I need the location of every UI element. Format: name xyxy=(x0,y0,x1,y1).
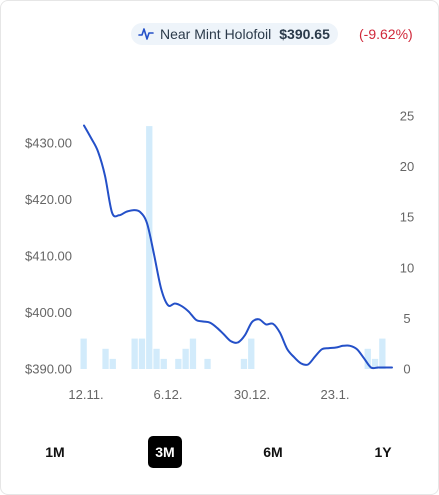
y-right-tick-label: 25 xyxy=(400,109,414,124)
volume-bar xyxy=(364,348,371,369)
range-1y-button[interactable]: 1Y xyxy=(374,444,392,460)
x-tick-label: 30.12. xyxy=(234,387,270,402)
y-left-tick-label: $400.00 xyxy=(25,305,72,320)
volume-bar xyxy=(371,358,379,369)
range-selector: 1M 3M 6M 1Y xyxy=(0,436,439,468)
x-tick-label: 12.11. xyxy=(68,387,103,402)
price-series-line xyxy=(83,124,393,370)
y-right-tick-label: 10 xyxy=(400,260,414,275)
current-price: $390.65 xyxy=(279,26,330,42)
volume-bar xyxy=(175,358,182,369)
volume-bar xyxy=(240,358,248,369)
x-axis: 12.11. 6.12. 30.12. 23.1. xyxy=(68,387,349,402)
range-6m-button[interactable]: 6M xyxy=(263,444,283,460)
volume-bar xyxy=(131,338,138,369)
right-axis: 25 20 15 10 5 0 xyxy=(400,109,414,377)
y-left-tick-label: $390.00 xyxy=(25,362,72,377)
series-legend[interactable]: Near Mint Holofoil $390.65 xyxy=(131,23,338,45)
left-axis: $430.00 $420.00 $410.00 $400.00 $390.00 xyxy=(25,136,72,377)
y-right-tick-label: 0 xyxy=(403,362,410,377)
volume-bar xyxy=(379,338,386,369)
price-line xyxy=(83,124,393,370)
volume-bar xyxy=(102,348,109,369)
price-chart: $430.00 $420.00 $410.00 $400.00 $390.00 25 20… xyxy=(25,109,414,403)
y-right-tick-label: 15 xyxy=(400,210,414,225)
range-1m-button[interactable]: 1M xyxy=(45,444,65,460)
y-left-tick-label: $420.00 xyxy=(25,192,72,207)
y-left-tick-label: $430.00 xyxy=(25,136,72,151)
volume-bar xyxy=(189,338,197,369)
volume-bar xyxy=(109,358,116,369)
volume-bar xyxy=(204,358,211,369)
volume-bar xyxy=(160,358,167,369)
price-change: (-9.62%) xyxy=(359,26,413,42)
volume-bars xyxy=(80,126,386,369)
volume-bar xyxy=(248,338,255,369)
volume-bar xyxy=(153,348,160,369)
x-tick-label: 23.1. xyxy=(321,387,350,402)
line-chart-icon xyxy=(138,28,154,40)
x-tick-label: 6.12. xyxy=(154,387,183,402)
volume-bar xyxy=(138,338,146,369)
y-left-tick-label: $410.00 xyxy=(25,249,72,264)
series-label: Near Mint Holofoil xyxy=(160,26,272,42)
volume-bar xyxy=(182,348,189,369)
volume-bar xyxy=(146,126,153,369)
y-right-tick-label: 5 xyxy=(403,311,410,326)
volume-bar xyxy=(80,338,87,369)
y-right-tick-label: 20 xyxy=(400,159,414,174)
range-3m-button[interactable]: 3M xyxy=(148,436,182,468)
